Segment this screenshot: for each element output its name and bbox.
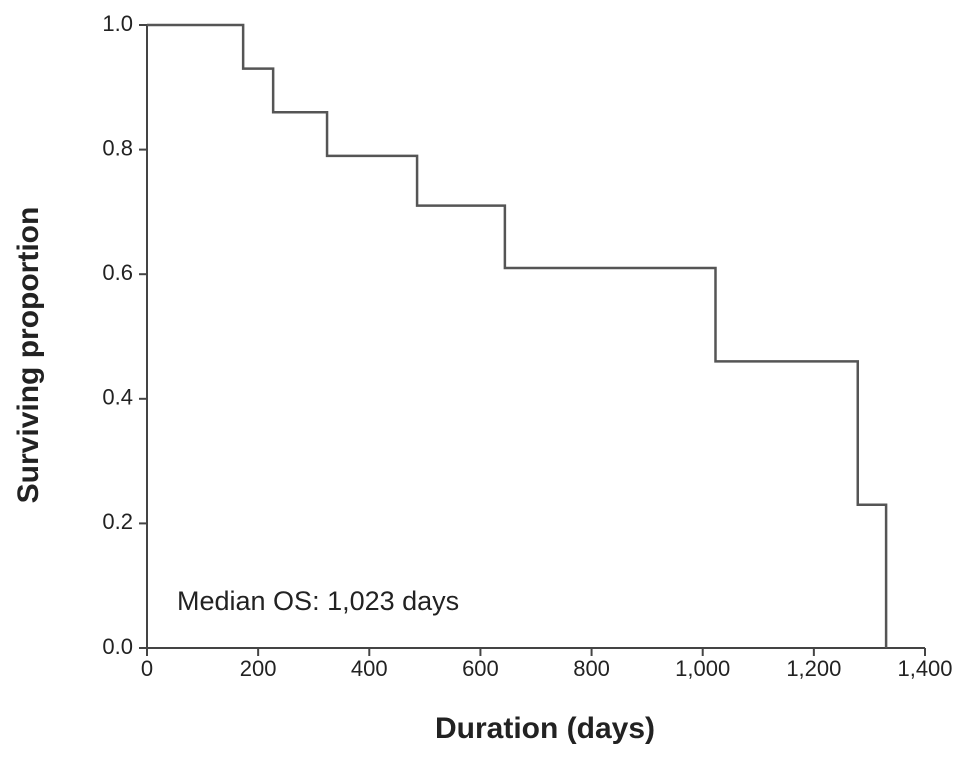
y-tick-label: 0.6 [102,260,133,285]
x-tick-label: 400 [351,656,388,681]
x-tick-label: 600 [462,656,499,681]
y-tick-label: 1.0 [102,11,133,36]
x-axis-title: Duration (days) [435,712,655,745]
y-tick-label: 0.0 [102,634,133,659]
x-tick-label: 0 [141,656,153,681]
x-tick-label: 1,400 [897,656,952,681]
y-tick-label: 0.8 [102,135,133,160]
x-tick-label: 1,000 [675,656,730,681]
y-tick-label: 0.4 [102,385,133,410]
x-tick-label: 1,200 [786,656,841,681]
y-axis-title: Surviving proportion [12,207,45,504]
y-tick-label: 0.2 [102,509,133,534]
x-tick-label: 800 [573,656,610,681]
x-tick-label: 200 [240,656,277,681]
survival-curve [147,23,888,648]
annotation: Median OS: 1,023 days [177,586,459,616]
